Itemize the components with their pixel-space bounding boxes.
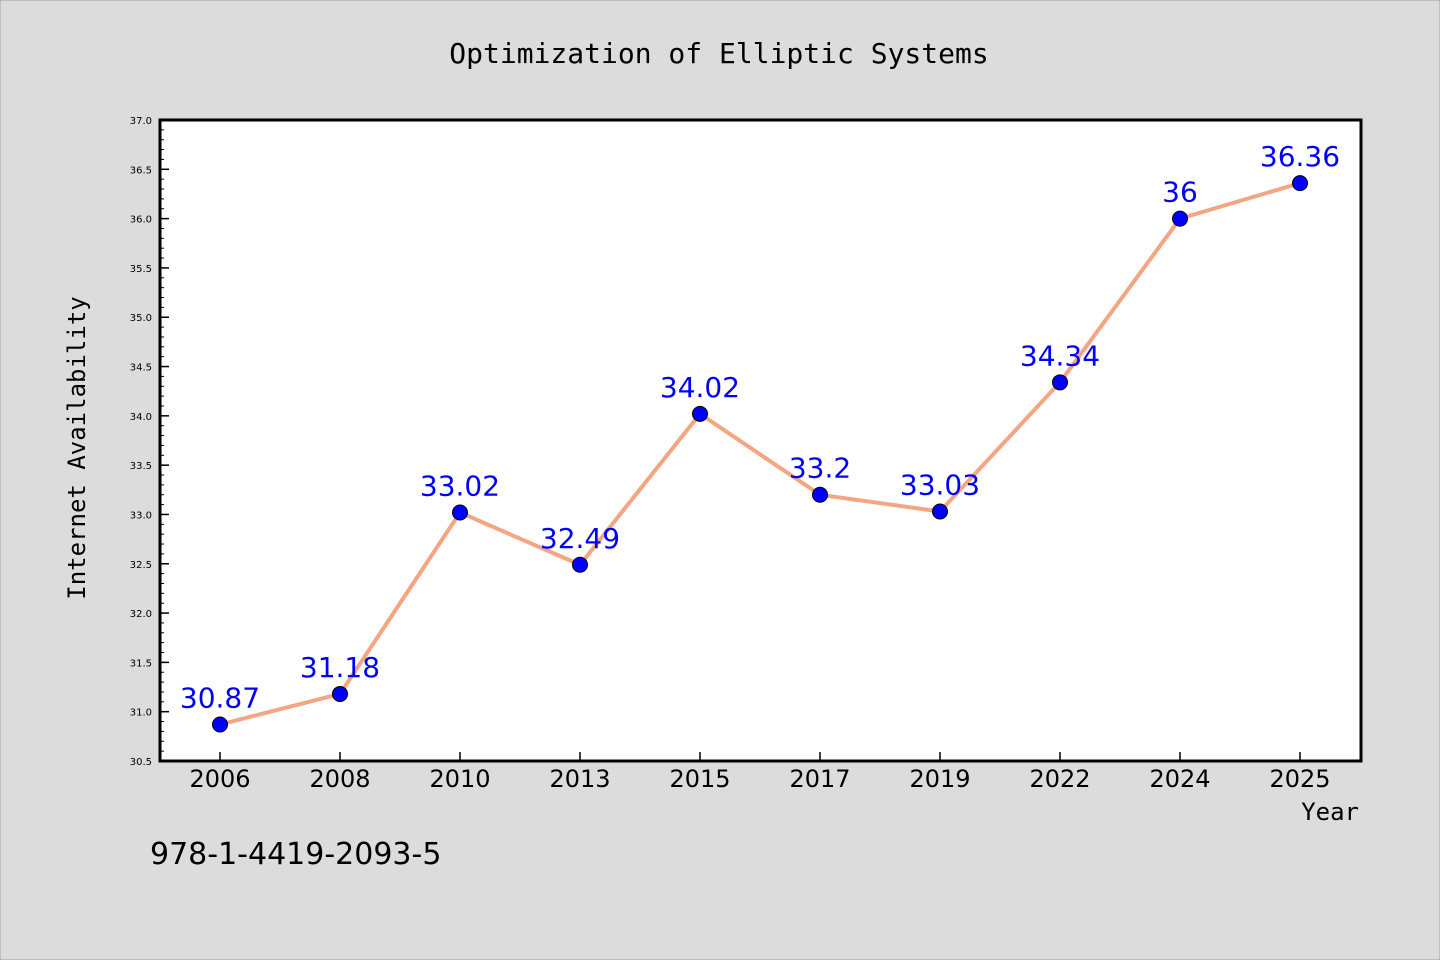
data-point (1052, 374, 1068, 391)
x-tick-label: 2022 (1029, 765, 1090, 793)
data-point (812, 486, 828, 503)
y-tick-label: 35.0 (130, 313, 152, 324)
data-label: 34.34 (1020, 339, 1100, 372)
data-point (332, 685, 348, 702)
x-tick-label: 2017 (789, 765, 850, 793)
data-point (572, 556, 588, 573)
y-axis: 30.5 31.0 31.5 32.0 32.5 33.0 33.5 34.0 34.5 35.0… (130, 116, 169, 768)
y-tick-label: 36.5 (130, 165, 152, 176)
x-tick-label: 2008 (309, 765, 370, 793)
x-tick-label: 2025 (1269, 765, 1330, 793)
y-tick-label: 32.0 (130, 609, 152, 620)
y-tick-label: 35.5 (130, 264, 152, 275)
x-tick-label: 2006 (189, 765, 250, 793)
data-label: 34.02 (660, 371, 740, 404)
data-label: 36 (1162, 176, 1198, 209)
x-tick-label: 2010 (429, 765, 490, 793)
chart-title: Optimization of Elliptic Systems (449, 37, 988, 70)
data-label: 31.18 (300, 651, 380, 684)
plot-area (158, 118, 1363, 763)
y-axis-label: Internet Availability (63, 296, 91, 599)
y-tick-label: 31.5 (130, 658, 152, 669)
y-tick-label: 33.0 (130, 510, 152, 521)
data-label: 36.36 (1260, 140, 1340, 173)
data-label: 33.03 (900, 469, 980, 502)
x-tick-label: 2019 (909, 765, 970, 793)
y-tick-label: 31.0 (130, 708, 152, 719)
data-point (1172, 210, 1188, 227)
series-group: 30.87 31.18 33.02 32.49 34.02 33.2 33.03 34.34 3… (180, 140, 1340, 733)
y-tick-label: 34.0 (130, 412, 152, 423)
data-point (692, 405, 708, 422)
x-tick-label: 2015 (669, 765, 730, 793)
data-point (1292, 175, 1308, 192)
x-axis-label: Year (1301, 798, 1359, 826)
x-tick-label: 2024 (1149, 765, 1210, 793)
data-point (932, 503, 948, 520)
series-line (219, 181, 1301, 727)
data-label: 33.02 (420, 469, 500, 502)
y-tick-label: 37.0 (130, 116, 152, 127)
data-label: 30.87 (180, 682, 260, 715)
data-point (212, 716, 228, 733)
data-label: 32.49 (540, 522, 620, 555)
data-label: 33.2 (789, 452, 851, 485)
y-tick-label: 33.5 (130, 461, 152, 472)
y-tick-label: 36.0 (130, 215, 152, 226)
y-tick-label: 34.5 (130, 363, 152, 374)
x-axis: 2006 2008 2010 2013 2015 2017 2019 2022 2024 2025 (189, 752, 1331, 793)
y-tick-label: 32.5 (130, 560, 152, 571)
y-tick-label: 30.5 (130, 757, 152, 768)
footnote-text: 978-1-4419-2093-5 (150, 837, 441, 872)
x-tick-label: 2013 (549, 765, 610, 793)
data-point (452, 504, 468, 521)
